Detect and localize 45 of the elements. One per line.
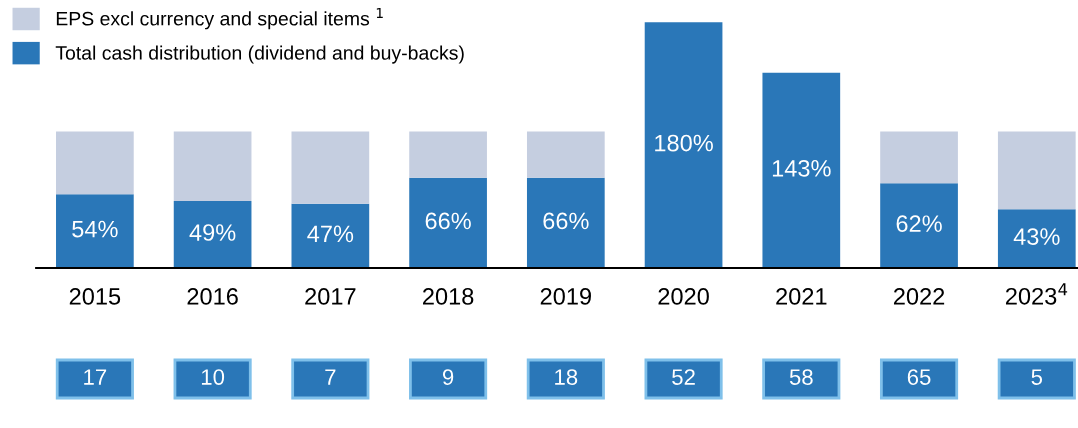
data-label: 143% (772, 159, 831, 177)
bar (173, 131, 252, 202)
legend-label: EPS excl currency and special items $^{1}$ (56, 7, 383, 30)
x-tick-label: 2016 (187, 288, 238, 305)
bar (291, 203, 370, 268)
bar (291, 131, 370, 204)
data-label: 47% (307, 225, 354, 243)
text: 58 (789, 369, 813, 385)
text: 5 (1031, 369, 1043, 385)
data-label: 66% (543, 212, 589, 230)
text: 18 (555, 369, 578, 385)
data-label: 62% (896, 215, 942, 232)
data-label: 43% (1013, 228, 1060, 245)
bar (56, 131, 134, 195)
bar (644, 22, 723, 268)
bar (409, 177, 487, 268)
x-tick-label: 2021 (776, 288, 827, 305)
x-tick-label: 2019 (540, 288, 591, 305)
text: 10 (201, 369, 225, 385)
text: 17 (84, 369, 107, 385)
bar (880, 183, 958, 268)
x-tick-label: 2022 (893, 288, 945, 305)
bar (409, 131, 487, 178)
x-tick-label: 2020 (658, 288, 709, 305)
bar (56, 194, 134, 268)
data-label: 54% (72, 220, 118, 238)
bar (997, 131, 1076, 210)
legend-label: Total cash distribution (dividend and buy-backs) (55, 45, 464, 64)
text: 65 (907, 369, 931, 385)
bar (526, 177, 605, 268)
data-label: 180% (655, 134, 713, 152)
data-label: 49% (189, 224, 236, 241)
text: 9 (442, 369, 454, 385)
data-label: 66% (425, 212, 471, 230)
bar (762, 72, 841, 268)
bar (173, 201, 252, 268)
x-tick-label: 2018 (423, 288, 474, 305)
text: 52 (672, 369, 695, 385)
bar (880, 131, 958, 184)
bar (526, 131, 605, 178)
bar (997, 209, 1076, 268)
x-tick-label: 2017 (305, 288, 356, 305)
text: 7 (325, 369, 336, 385)
x-tick-label: 2023$^{4}$ (1005, 283, 1068, 305)
x-tick-label: 2015 (69, 288, 121, 305)
